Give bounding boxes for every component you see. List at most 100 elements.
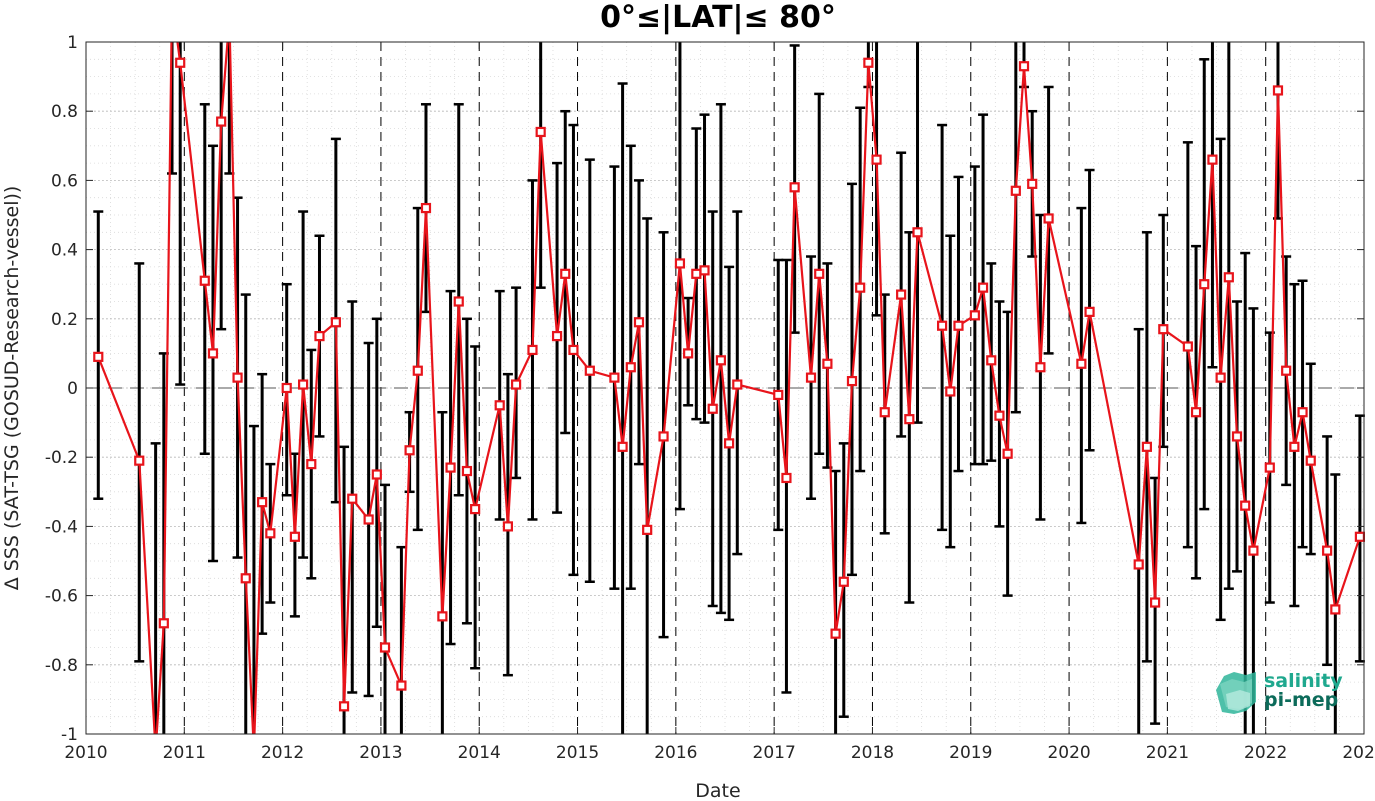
data-point-marker — [1264, 462, 1275, 473]
data-point-marker — [1354, 531, 1366, 542]
data-point-marker — [134, 455, 145, 466]
y-tick-label: -0.8 — [45, 656, 78, 676]
data-point-marker — [453, 296, 464, 307]
data-point-marker — [470, 504, 481, 515]
data-point-marker — [510, 379, 522, 390]
data-point-marker — [412, 365, 423, 376]
data-point-marker — [314, 331, 325, 342]
plot-area: -1 -0.8 -0.6 -0.4 -0.2 0 0.2 0.4 0.6 0.8 1 2010 2011… — [45, 33, 1375, 763]
data-point-marker — [879, 407, 890, 418]
x-axis-label: Date — [695, 780, 740, 801]
data-point-marker — [658, 431, 669, 442]
x-tick-label: 2017 — [753, 743, 796, 763]
y-tick-label: -0.2 — [45, 448, 78, 468]
data-point-marker — [773, 389, 784, 401]
data-point-marker — [199, 275, 210, 286]
data-point-marker — [1018, 61, 1030, 72]
data-point-marker — [551, 331, 563, 342]
data-point-marker — [1305, 455, 1316, 466]
data-point-marker — [93, 351, 104, 362]
data-point-marker — [1149, 597, 1161, 608]
data-point-marker — [1322, 545, 1333, 556]
data-point-marker — [683, 348, 694, 359]
data-point-marker — [642, 524, 653, 535]
data-point-marker — [568, 344, 579, 356]
data-point-marker — [1002, 448, 1013, 459]
data-point-marker — [502, 521, 514, 532]
y-tick-label: -0.6 — [45, 587, 78, 607]
logo-wave-icon — [1216, 672, 1256, 714]
data-point-marker — [1084, 306, 1095, 317]
data-point-marker — [936, 320, 948, 331]
data-point-marker — [699, 265, 710, 276]
data-point-marker — [871, 154, 882, 165]
data-point-marker — [527, 344, 538, 356]
data-point-marker — [1231, 431, 1243, 442]
data-point-marker — [420, 202, 432, 214]
data-point-marker — [232, 372, 243, 383]
x-tick-label: 2020 — [1047, 743, 1090, 763]
y-tick-label: 1 — [67, 33, 78, 53]
data-point-marker — [986, 355, 997, 366]
data-point-marker — [1199, 279, 1210, 290]
data-point-marker — [1248, 545, 1259, 556]
data-point-marker — [404, 445, 415, 456]
y-tick-label: 0.8 — [51, 102, 78, 122]
x-tick-label: 2011 — [163, 743, 206, 763]
data-point-marker — [1281, 365, 1292, 376]
data-point-marker — [494, 400, 505, 411]
x-tick-label: 2010 — [64, 743, 107, 763]
data-point-marker — [257, 497, 268, 508]
data-point-marker — [732, 379, 743, 390]
data-point-marker — [977, 282, 989, 293]
y-tick-label: -1 — [61, 725, 78, 745]
data-point-marker — [1272, 85, 1284, 96]
data-point-marker — [445, 462, 456, 473]
data-point-marker — [822, 358, 833, 369]
data-point-marker — [814, 268, 825, 279]
data-point-marker — [617, 441, 628, 452]
data-point-marker — [1297, 407, 1308, 418]
logo-text-pi-mep: pi-mep — [1264, 689, 1338, 711]
data-point-marker — [379, 642, 391, 653]
x-tick-label: 2022 — [1244, 743, 1287, 763]
data-point-marker — [265, 528, 276, 539]
data-point-marker — [584, 365, 595, 376]
data-point-marker — [863, 57, 874, 68]
data-point-marker — [437, 611, 448, 622]
data-point-marker — [461, 465, 473, 477]
y-tick-label: 0 — [67, 379, 78, 399]
logo-text-salinity: salinity — [1264, 670, 1343, 692]
data-point-marker — [969, 310, 980, 321]
data-point-marker — [633, 317, 645, 328]
data-point-marker — [1141, 441, 1153, 452]
data-point-marker — [1182, 341, 1193, 352]
data-point-marker — [945, 386, 956, 397]
data-point-marker — [216, 116, 227, 127]
y-tick-label: -0.4 — [45, 517, 78, 537]
data-point-marker — [1133, 559, 1144, 570]
data-point-marker — [1027, 178, 1038, 189]
x-tick-label: 2021 — [1146, 743, 1189, 763]
data-point-marker — [560, 268, 571, 279]
data-point-marker — [1330, 604, 1341, 615]
data-point-marker — [371, 469, 382, 480]
data-point-marker — [207, 348, 219, 359]
data-point-marker — [838, 576, 849, 587]
data-point-marker — [1289, 441, 1300, 452]
data-point-marker — [396, 680, 407, 691]
data-point-marker — [330, 317, 341, 328]
data-point-marker — [338, 701, 350, 712]
data-point-marker — [789, 182, 800, 193]
y-axis-label: Δ SSS (SAT-TSG (GOSUD-Research-vessel)) — [1, 186, 23, 591]
x-tick-label: 2018 — [851, 743, 894, 763]
data-point-marker — [363, 514, 374, 525]
data-point-marker — [1207, 154, 1218, 165]
data-point-marker — [805, 372, 817, 383]
x-tick-label: 2019 — [949, 743, 992, 763]
x-tick-label: 2012 — [261, 743, 304, 763]
data-point-marker — [240, 573, 251, 584]
data-point-marker — [1076, 358, 1087, 369]
data-point-marker — [1223, 272, 1234, 283]
